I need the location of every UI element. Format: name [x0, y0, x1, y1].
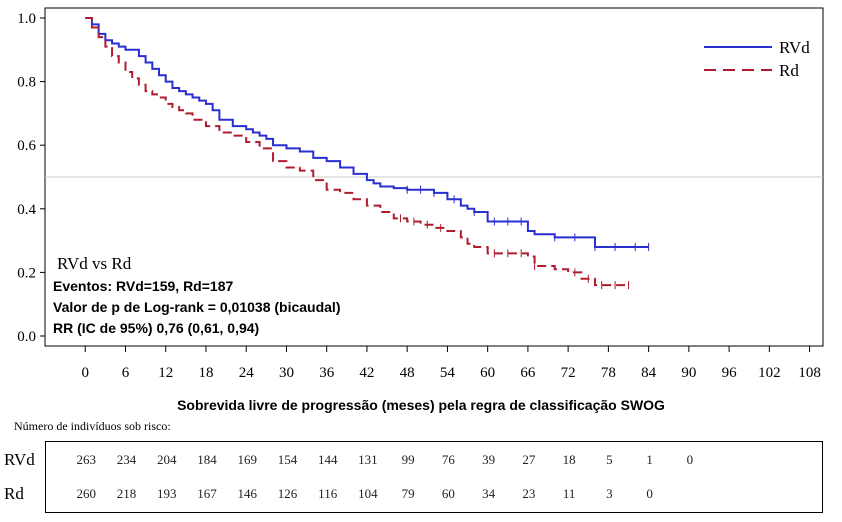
risk-value: 154 — [277, 452, 298, 467]
risk-value: 18 — [562, 452, 576, 467]
risk-value: 167 — [197, 486, 217, 501]
risk-value: 116 — [318, 486, 338, 501]
risk-value: 0 — [646, 486, 653, 501]
risk-value: 79 — [401, 486, 415, 501]
annotation-line: Eventos: RVd=159, Rd=187 — [53, 278, 233, 294]
x-tick-label: 108 — [798, 365, 821, 381]
risk-row-label-rd: Rd — [4, 484, 24, 503]
x-tick-label: 30 — [279, 365, 294, 381]
y-tick-label: 0.8 — [17, 75, 36, 91]
risk-value: 144 — [317, 452, 338, 467]
risk-value: 218 — [116, 486, 137, 501]
x-tick-label: 48 — [400, 365, 415, 381]
risk-value: 76 — [441, 452, 455, 467]
risk-value: 1 — [646, 452, 653, 467]
x-tick-label: 54 — [440, 365, 456, 381]
risk-value: 27 — [522, 452, 536, 467]
risk-table-caption: Número de indivíduos sob risco: — [14, 419, 171, 433]
risk-value: 3 — [606, 486, 613, 501]
risk-value: 23 — [522, 486, 536, 501]
risk-value: 184 — [197, 452, 217, 467]
y-tick-label: 0.0 — [17, 329, 36, 345]
risk-value: 11 — [562, 486, 576, 501]
y-tick-label: 1.0 — [17, 11, 36, 27]
risk-value: 126 — [277, 486, 298, 501]
x-axis-label: Sobrevida livre de progressão (meses) pe… — [177, 397, 665, 413]
annotation-line: Valor de p de Log-rank = 0,01038 (bicaud… — [53, 299, 341, 315]
risk-value: 234 — [116, 452, 137, 467]
risk-value: 60 — [441, 486, 455, 501]
x-tick-label: 12 — [158, 365, 173, 381]
y-tick-label: 0.6 — [17, 138, 36, 154]
x-tick-label: 18 — [198, 365, 213, 381]
y-tick-label: 0.4 — [17, 202, 36, 218]
x-tick-label: 96 — [722, 365, 738, 381]
y-tick-label: 0.2 — [17, 265, 36, 281]
risk-value: 5 — [606, 452, 613, 467]
risk-value: 263 — [76, 452, 96, 467]
annotation-heading: RVd vs Rd — [57, 254, 132, 273]
legend-label-rvd: RVd — [779, 38, 810, 57]
risk-value: 104 — [358, 486, 378, 501]
risk-value: 193 — [156, 486, 177, 501]
risk-value: 39 — [482, 452, 496, 467]
annotation-line: RR (IC de 95%) 0,76 (0,61, 0,94) — [53, 320, 259, 336]
curve-rd — [85, 17, 629, 287]
risk-table: RVd 263 234 204 184 169 154 144 131 99 76 39 27 18 5 1 0… — [4, 441, 823, 513]
x-tick-label: 36 — [319, 365, 335, 381]
risk-value: 99 — [401, 452, 415, 467]
x-tick-label: 102 — [758, 365, 781, 381]
km-chart: 0.0 0.2 0.4 0.6 0.8 1.0 0 6 12 18 24 30 36 42 48 54 60 66… — [17, 7, 824, 381]
risk-value: 34 — [482, 486, 496, 501]
risk-value: 204 — [156, 452, 177, 467]
x-tick-label: 60 — [480, 365, 495, 381]
x-tick-label: 84 — [641, 365, 657, 381]
legend-label-rd: Rd — [779, 61, 799, 80]
x-tick-label: 78 — [601, 365, 616, 381]
x-tick-label: 90 — [681, 365, 696, 381]
x-tick-label: 24 — [239, 365, 255, 381]
risk-value: 169 — [237, 452, 257, 467]
x-tick-label: 0 — [81, 365, 89, 381]
x-tick-label: 42 — [359, 365, 374, 381]
risk-row-label-rvd: RVd — [4, 450, 35, 469]
risk-value: 260 — [76, 486, 96, 501]
x-tick-label: 66 — [520, 365, 536, 381]
x-tick-label: 6 — [122, 365, 130, 381]
x-tick-label: 72 — [561, 365, 576, 381]
risk-value: 131 — [358, 452, 378, 467]
curve-rvd — [85, 17, 649, 248]
risk-value: 0 — [686, 452, 694, 467]
risk-value: 146 — [237, 486, 257, 501]
